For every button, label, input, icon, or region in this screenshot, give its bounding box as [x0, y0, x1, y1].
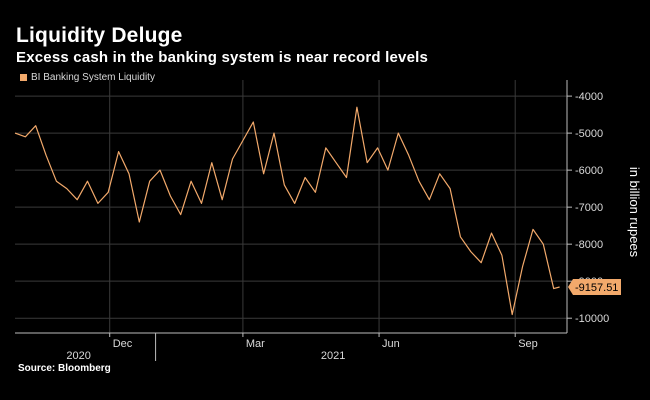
series-line: [14, 106, 560, 316]
y-axis: -4000-5000-6000-7000-8000-9000-10000-915…: [566, 80, 621, 333]
legend: BI Banking System Liquidity: [20, 72, 155, 83]
y-tick-label: -10000: [575, 313, 609, 325]
legend-swatch: [20, 74, 27, 81]
x-year-label: 2021: [321, 350, 345, 362]
y-tick-label: -4000: [575, 91, 603, 103]
series-group: [14, 106, 560, 316]
x-axis: Dec Mar Jun Sep 2020 2021: [15, 332, 567, 362]
y-tick-label: -5000: [575, 128, 603, 140]
y-tick-label: -8000: [575, 239, 603, 251]
source-note: Source: Bloomberg: [18, 363, 111, 374]
x-year-label: 2020: [66, 350, 90, 362]
x-tick-label: Dec: [113, 338, 133, 350]
last-value-badge: -9157.51: [568, 279, 621, 296]
chart-subtitle: Excess cash in the banking system is nea…: [16, 49, 429, 66]
x-tick-label: Jun: [382, 338, 400, 350]
chart-title: Liquidity Deluge: [16, 24, 183, 47]
x-tick-label: Sep: [518, 338, 538, 350]
y-axis-title: in billion rupees: [627, 167, 642, 258]
legend-label: BI Banking System Liquidity: [31, 72, 155, 83]
y-tick-label: -7000: [575, 202, 603, 214]
grid: [15, 80, 567, 333]
x-tick-label: Mar: [246, 338, 265, 350]
last-value-label: -9157.51: [575, 282, 618, 294]
last-value-bg: [568, 279, 621, 296]
y-tick-label: -6000: [575, 165, 603, 177]
